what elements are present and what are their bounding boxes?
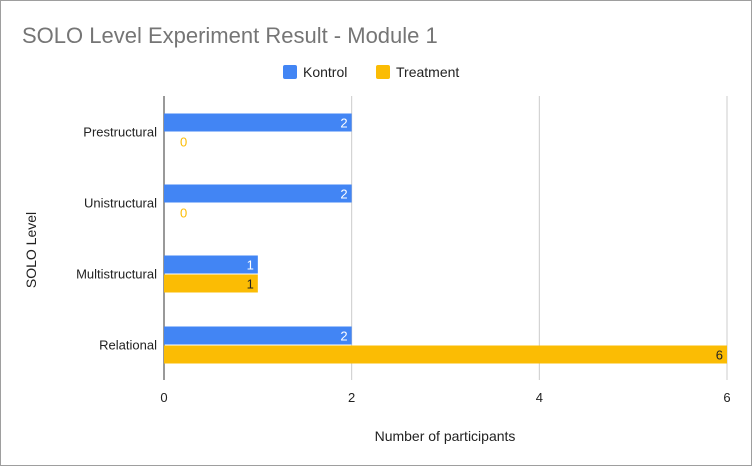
bar-kontrol: [164, 113, 352, 132]
data-label: 6: [716, 348, 723, 363]
category-label: Unistructural: [84, 196, 157, 211]
legend-label-treatment: Treatment: [396, 64, 459, 80]
legend-swatch-kontrol: [283, 65, 297, 79]
data-label: 2: [340, 116, 347, 131]
category-label: Prestructural: [83, 125, 157, 140]
category-label: Multistructural: [76, 267, 157, 282]
x-tick-label: 2: [348, 390, 355, 405]
category-label: Relational: [99, 338, 157, 353]
data-label: 1: [247, 258, 254, 273]
x-tick-label: 0: [160, 390, 167, 405]
x-tick-label: 4: [536, 390, 543, 405]
data-label: 2: [340, 329, 347, 344]
legend-swatch-treatment: [376, 65, 390, 79]
x-tick-labels: 0 2 4 6: [160, 390, 730, 405]
chart-title: SOLO Level Experiment Result - Module 1: [22, 23, 438, 48]
bar-kontrol: [164, 326, 352, 345]
x-tick-label: 6: [723, 390, 730, 405]
bar-kontrol: [164, 255, 258, 274]
bar-kontrol: [164, 184, 352, 203]
bars: 2 0 2 0 1 1 2 6: [164, 113, 727, 364]
y-axis-title: SOLO Level: [23, 212, 39, 288]
data-label: 0: [180, 135, 187, 150]
category-labels: Prestructural Unistructural Multistructura…: [76, 125, 157, 353]
data-label: 2: [340, 187, 347, 202]
bar-treatment: [164, 345, 727, 364]
data-label: 0: [180, 206, 187, 221]
legend-label-kontrol: Kontrol: [303, 64, 347, 80]
legend: Kontrol Treatment: [283, 64, 459, 80]
bar-treatment: [164, 274, 258, 293]
x-axis-title: Number of participants: [375, 428, 516, 444]
data-label: 1: [247, 277, 254, 292]
